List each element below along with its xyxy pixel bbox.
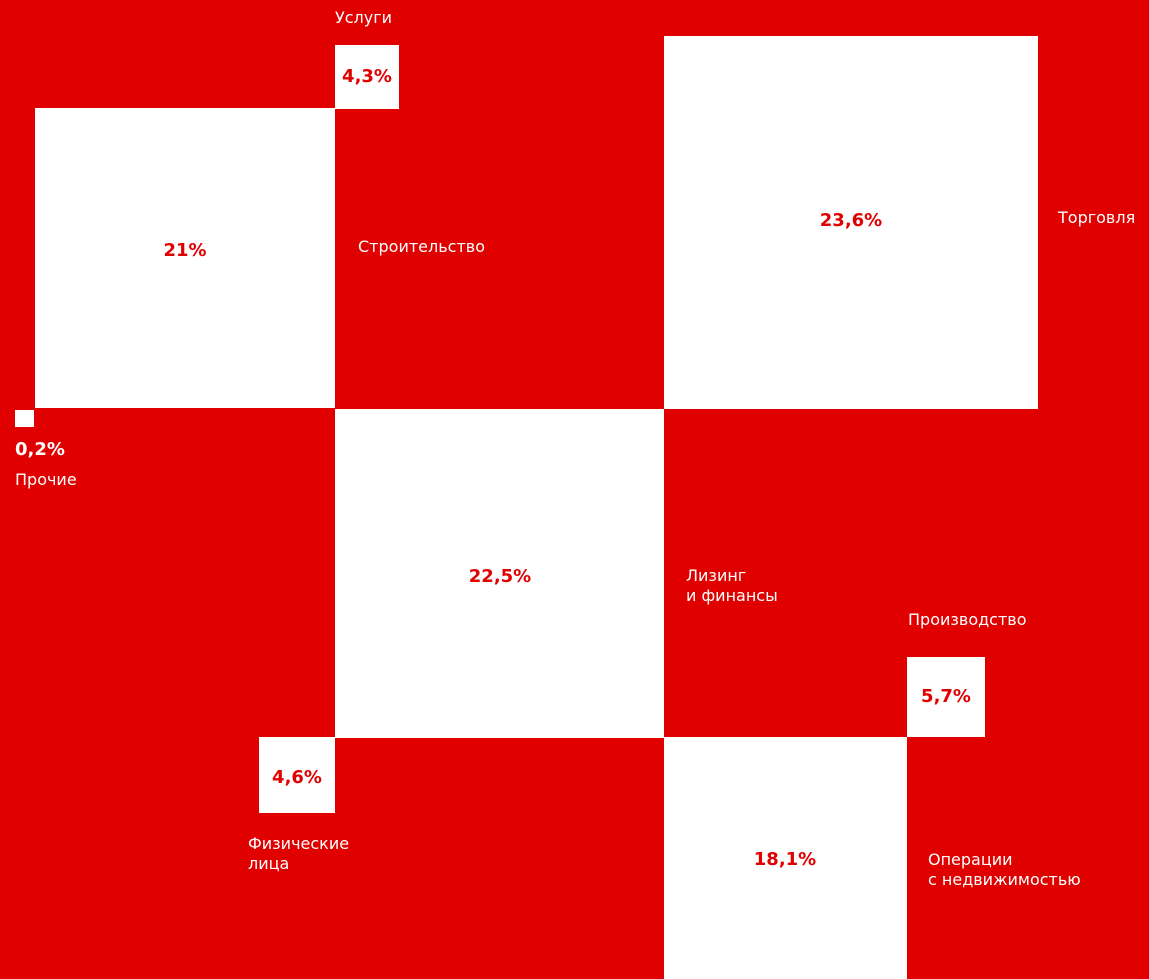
other-value-label: 0,2% [15,439,65,460]
realestate-square [664,737,907,979]
trade-value-label: 23,6% [819,210,883,231]
production-square [907,657,985,737]
realestate-category-label: Операции с недвижимостью [928,850,1081,889]
trade-category-label: Торговля [1058,208,1136,227]
other-category-label: Прочие [15,470,77,489]
production-category-label: Производство [908,610,1027,629]
individuals-square [259,737,335,813]
services-category-label: Услуги [335,8,393,27]
construction-category-label: Строительство [358,237,485,256]
realestate-value-label: 18,1% [753,849,817,870]
trade-square [664,36,1038,409]
individuals-category-label: Физические лица [248,834,350,873]
leasing-value-label: 22,5% [468,566,532,587]
construction-square [35,108,335,408]
services-square [335,45,399,109]
leasing-square [335,409,664,738]
other-square [15,410,34,427]
individuals-value-label: 4,6% [272,767,322,788]
construction-value-label: 21% [163,240,207,261]
production-value-label: 5,7% [921,686,971,707]
leasing-category-label: Лизинг и финансы [686,566,778,605]
services-value-label: 4,3% [342,66,392,87]
